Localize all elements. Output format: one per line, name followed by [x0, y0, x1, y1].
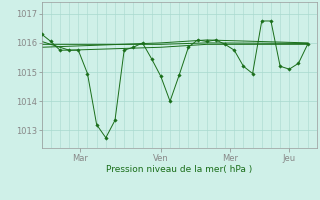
X-axis label: Pression niveau de la mer( hPa ): Pression niveau de la mer( hPa )	[106, 165, 252, 174]
